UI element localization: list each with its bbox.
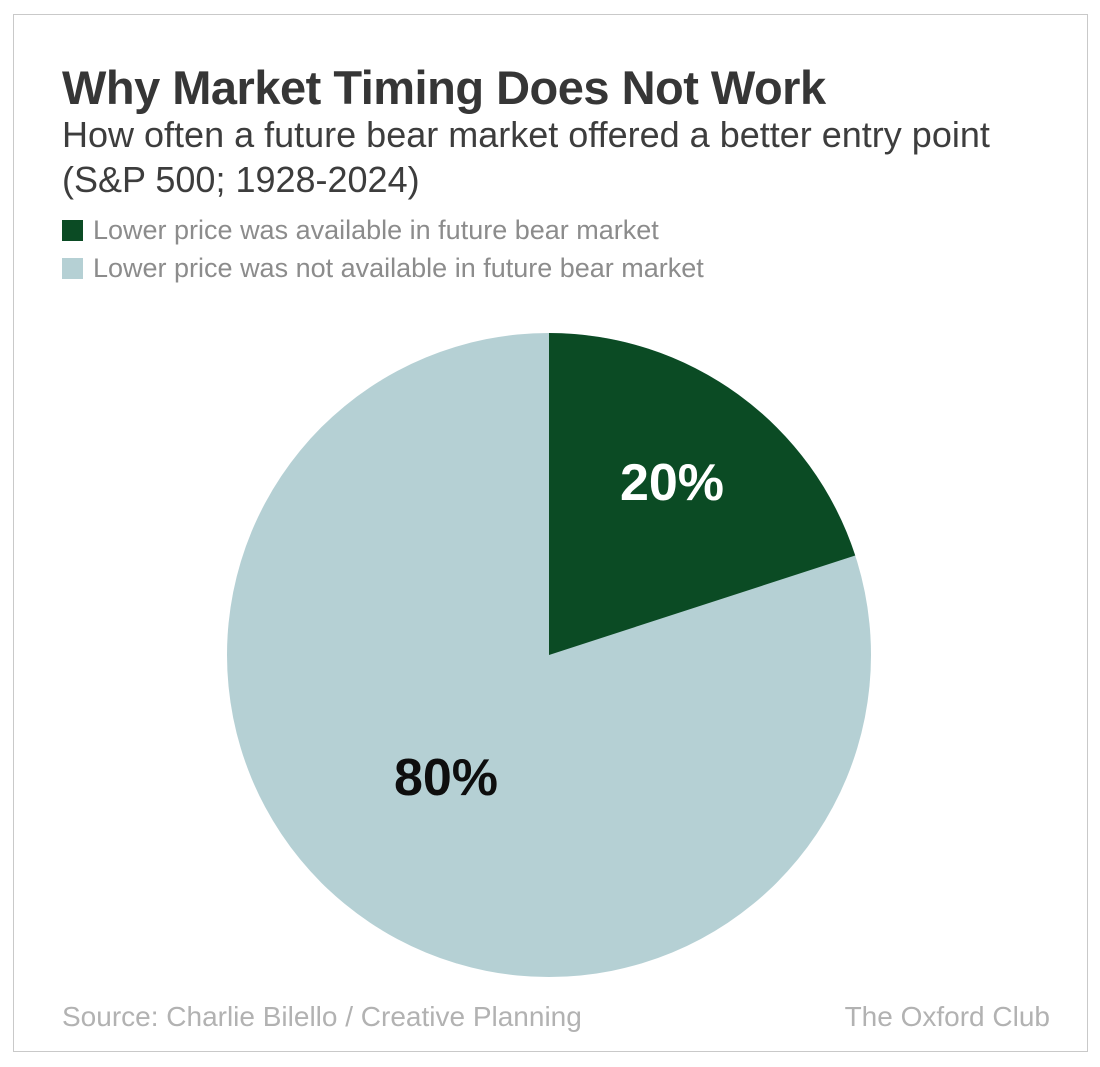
pie-svg [227,333,871,977]
chart-subtitle-line-2: (S&P 500; 1928-2024) [62,159,420,200]
pie-chart [227,333,871,977]
chart-subtitle-line-1: How often a future bear market offered a… [62,114,990,155]
chart-subtitle: How often a future bear market offered a… [62,112,990,202]
legend-swatch-not-available [62,258,83,279]
slice-label-not-available: 80% [393,749,499,807]
legend: Lower price was available in future bear… [62,215,704,293]
pie-slice-available [549,333,856,655]
legend-label-not-available: Lower price was not available in future … [93,253,704,283]
chart-title: Why Market Timing Does Not Work [62,61,826,114]
source-credit: Source: Charlie Bilello / Creative Plann… [62,1001,582,1032]
legend-item-available: Lower price was available in future bear… [62,215,704,245]
legend-label-available: Lower price was available in future bear… [93,215,659,245]
brand-credit: The Oxford Club [844,1001,1050,1032]
legend-item-not-available: Lower price was not available in future … [62,253,704,283]
slice-label-available: 20% [619,454,725,512]
legend-swatch-available [62,220,83,241]
